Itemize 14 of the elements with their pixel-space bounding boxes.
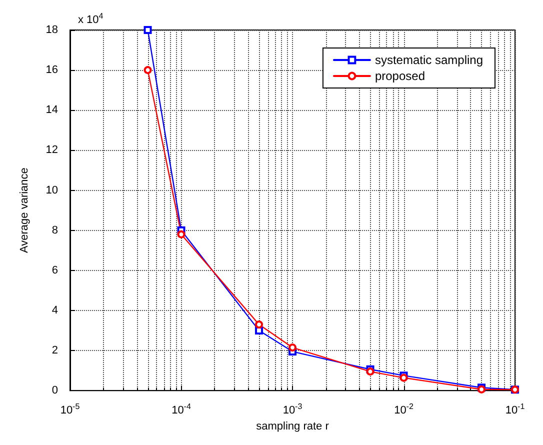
y-tick-label: 18 [46,24,58,36]
y-tick-label: 6 [52,264,58,276]
y-tick-label: 0 [52,384,58,397]
y-tick-label: 14 [46,104,58,116]
x-axis-title: sampling rate r [256,420,330,432]
y-tick-label: 16 [46,64,58,76]
y-axis-title: Average variance [18,168,30,254]
y-tick-label: 4 [52,304,58,316]
y-tick-label: 10 [46,184,58,196]
y-tick-label: 12 [46,144,58,156]
y-tick-label: 8 [52,224,58,236]
y-tick-label: 2 [52,344,58,357]
legend-label: systematic sampling [374,53,484,67]
legend-label: proposed [374,69,426,83]
